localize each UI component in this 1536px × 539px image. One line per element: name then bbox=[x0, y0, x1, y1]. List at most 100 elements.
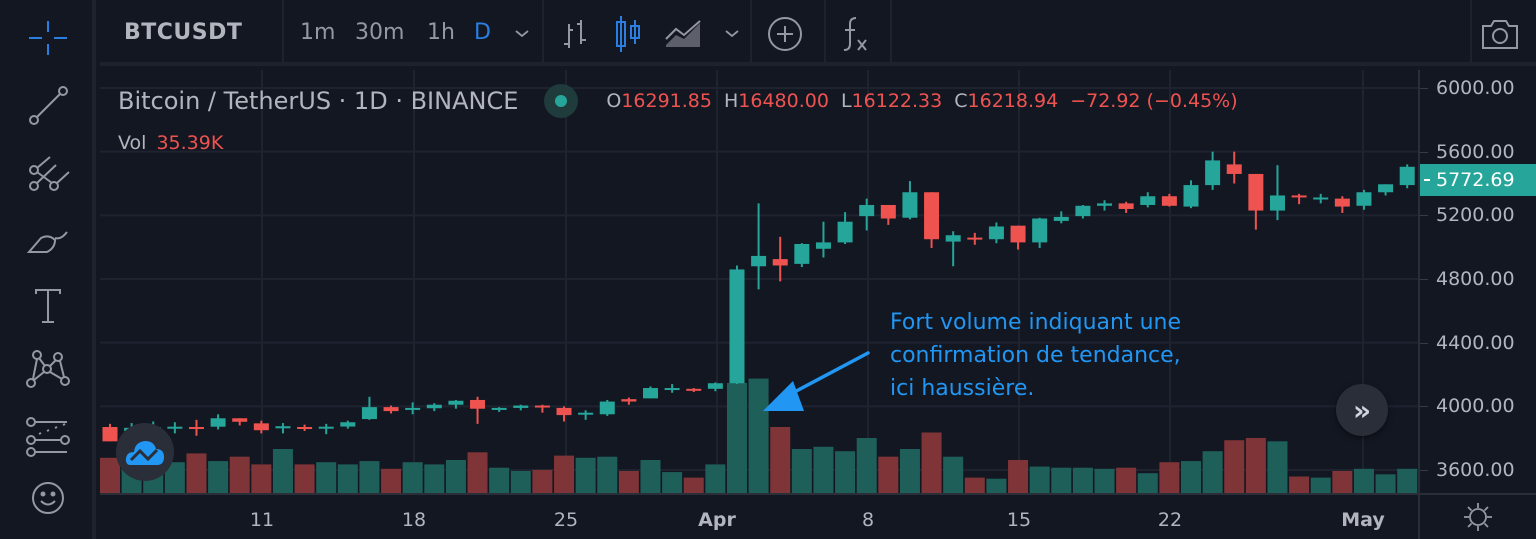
scroll-to-realtime-button[interactable]: » bbox=[1336, 384, 1388, 436]
prediction-measure-icon bbox=[26, 417, 70, 457]
interval-30m[interactable]: 30m bbox=[355, 20, 405, 45]
volume-bar bbox=[986, 478, 1007, 493]
time-axis[interactable]: 11 18 25 Apr 8 15 22 May bbox=[100, 493, 1418, 539]
pattern-icon bbox=[26, 350, 70, 388]
candle-body bbox=[1161, 196, 1177, 206]
volume-bar bbox=[359, 461, 380, 493]
volume-bar bbox=[316, 462, 337, 493]
volume-bar bbox=[1224, 440, 1245, 493]
chart-settings-button[interactable] bbox=[1418, 493, 1536, 539]
trend-line-icon bbox=[29, 86, 68, 125]
volume-bar bbox=[424, 464, 445, 493]
annotation-line: ici haussière. bbox=[890, 376, 1035, 401]
volume-bar bbox=[726, 383, 747, 493]
volume-bar bbox=[229, 456, 250, 493]
chevron-down-icon bbox=[515, 30, 529, 38]
chart-type-dropdown[interactable] bbox=[712, 14, 752, 54]
compare-add-button[interactable] bbox=[765, 14, 805, 54]
trend-line-tool[interactable] bbox=[18, 84, 78, 128]
bar-style-button[interactable] bbox=[555, 14, 595, 54]
candle-body bbox=[599, 401, 615, 415]
indicators-button[interactable] bbox=[836, 14, 876, 54]
candle-body bbox=[232, 418, 248, 422]
toolbar-divider bbox=[542, 0, 544, 66]
candles-icon bbox=[616, 16, 640, 52]
candle-body bbox=[1118, 203, 1134, 209]
candle-body bbox=[470, 399, 486, 409]
volume-bar bbox=[532, 469, 553, 493]
volume-bar bbox=[1181, 461, 1201, 493]
volume-bar bbox=[100, 457, 120, 493]
price-label: 5200.00 bbox=[1436, 204, 1515, 227]
interval-1m[interactable]: 1m bbox=[300, 20, 336, 45]
high-label: H bbox=[724, 90, 739, 112]
volume-bar bbox=[1051, 467, 1072, 493]
volume-bar bbox=[770, 427, 791, 493]
annotation-text[interactable]: Fort volume indiquant une confirmation d… bbox=[890, 306, 1181, 405]
market-status-button[interactable] bbox=[544, 84, 579, 118]
volume-bar bbox=[1202, 451, 1223, 493]
area-style-button[interactable] bbox=[664, 14, 704, 54]
volume-label: Vol bbox=[118, 132, 147, 154]
candle-body bbox=[405, 407, 421, 410]
emoji-tool[interactable] bbox=[18, 476, 78, 520]
candle-body bbox=[1291, 195, 1307, 198]
volume-bar bbox=[1353, 468, 1374, 493]
series-title: Bitcoin / TetherUS · 1D · BINANCE bbox=[118, 87, 519, 115]
chevron-down-icon bbox=[725, 30, 739, 38]
volume-bar bbox=[208, 461, 229, 493]
candlestick-chart[interactable] bbox=[100, 70, 1418, 493]
pattern-tool[interactable] bbox=[18, 348, 78, 392]
interval-1h[interactable]: 1h bbox=[427, 20, 455, 45]
candle-body bbox=[578, 412, 594, 415]
volume-bar bbox=[1072, 467, 1093, 493]
candle-body bbox=[167, 426, 183, 429]
symbol-search[interactable]: BTCUSDT bbox=[124, 20, 243, 45]
volume-bar bbox=[554, 455, 575, 493]
volume-bar bbox=[943, 456, 964, 493]
volume-bar bbox=[1397, 468, 1418, 493]
indicators-fx-icon bbox=[843, 17, 867, 51]
candle-body bbox=[102, 427, 118, 442]
candle-body bbox=[902, 192, 918, 218]
price-tick bbox=[1420, 342, 1428, 344]
candle-body bbox=[967, 237, 983, 240]
volume-bar bbox=[791, 449, 812, 493]
interval-d[interactable]: D bbox=[474, 20, 491, 45]
volume-bar bbox=[813, 446, 834, 493]
volume-bar bbox=[1008, 460, 1029, 493]
candle-body bbox=[751, 255, 767, 267]
candle-body bbox=[556, 407, 572, 416]
volume-bar bbox=[402, 462, 423, 493]
volume-bar bbox=[1116, 467, 1137, 493]
candles-style-button[interactable] bbox=[608, 14, 648, 54]
annotation-arrow[interactable] bbox=[755, 345, 875, 420]
candle-body bbox=[815, 242, 831, 249]
candle-body bbox=[837, 221, 853, 243]
pitchfork-tool[interactable] bbox=[18, 152, 78, 196]
interval-dropdown[interactable] bbox=[502, 14, 542, 54]
candle-body bbox=[253, 423, 269, 431]
brush-tool[interactable] bbox=[18, 218, 78, 262]
tradingview-logo-button[interactable] bbox=[116, 423, 174, 481]
screenshot-button[interactable] bbox=[1480, 14, 1520, 54]
candle-body bbox=[297, 427, 313, 430]
emoji-icon bbox=[32, 482, 64, 514]
candle-body bbox=[448, 400, 464, 405]
candle-body bbox=[1269, 195, 1285, 211]
price-tick bbox=[1420, 151, 1428, 153]
price-label: 3600.00 bbox=[1436, 459, 1515, 481]
prediction-measure-tool[interactable] bbox=[18, 414, 78, 458]
price-tick bbox=[1420, 215, 1428, 217]
candle-body bbox=[621, 399, 637, 402]
close-value: 16218.94 bbox=[967, 90, 1059, 112]
price-tick bbox=[1420, 88, 1428, 89]
pitchfork-icon bbox=[29, 156, 70, 191]
market-open-dot-icon bbox=[555, 95, 568, 107]
time-label: 22 bbox=[1157, 509, 1183, 531]
crosshair-tool[interactable] bbox=[18, 16, 78, 60]
text-tool[interactable] bbox=[18, 284, 78, 328]
volume-bar bbox=[467, 452, 488, 493]
chart-pane[interactable] bbox=[100, 70, 1418, 493]
price-axis[interactable]: 5772.69 6000.00 5600.00 5200.00 4800.00 4400… bbox=[1418, 70, 1536, 493]
